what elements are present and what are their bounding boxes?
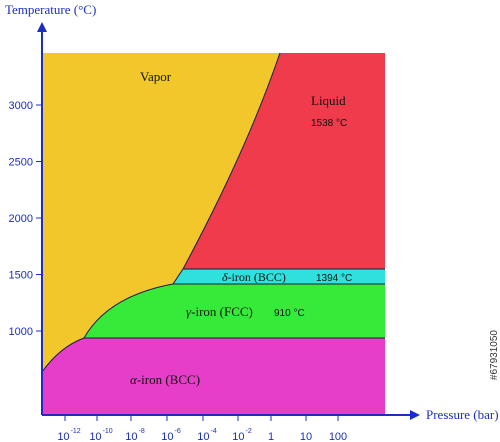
y-tick-label: 3000: [9, 100, 33, 112]
label-alpha-iron: α-iron (BCC): [130, 372, 200, 387]
x-ticks: 10-12 10-10 10-8 10-6 10-4 10-2 1 10 100: [57, 415, 347, 442]
watermark-id: #67931050: [489, 330, 500, 381]
x-tick-label: 10: [300, 431, 312, 442]
y-tick-label: 1000: [9, 326, 33, 338]
y-tick-label: 2500: [9, 157, 33, 169]
x-tick-label: 1: [268, 431, 274, 442]
region-vapor: [42, 53, 280, 372]
x-tick-label: 10-10: [89, 428, 112, 442]
label-liquid: Liquid: [311, 93, 346, 108]
y-tick-label: 1500: [9, 270, 33, 282]
annotation-delta-temp: 1394 °C: [316, 273, 352, 284]
y-ticks: 1000 1500 2000 2500 3000: [9, 100, 42, 338]
region-delta-iron: [173, 269, 385, 284]
x-tick-label: 100: [329, 431, 347, 442]
x-tick-label: 10-6: [161, 428, 181, 442]
annotation-liquid-temp: 1538 °C: [311, 118, 347, 129]
region-gamma-iron: [84, 284, 385, 338]
y-tick-label: 2000: [9, 213, 33, 225]
label-vapor: Vapor: [140, 69, 172, 84]
region-alpha-iron: [42, 338, 385, 415]
phase-boundaries: [41, 52, 385, 373]
region-liquid: [183, 53, 385, 269]
annotation-gamma-temp: 910 °C: [274, 308, 305, 319]
regions: [42, 53, 385, 415]
x-tick-label: 10-2: [232, 428, 252, 442]
y-axis-label: Temperature (°C): [5, 2, 96, 17]
vapor-boundary-line: [41, 52, 281, 373]
x-axis-label: Pressure (bar): [426, 407, 499, 422]
label-delta-iron: δ-iron (BCC): [222, 270, 286, 284]
x-tick-label: 10-12: [57, 428, 80, 442]
label-gamma-iron: γ-iron (FCC): [186, 304, 253, 319]
x-tick-label: 10-4: [197, 428, 217, 442]
x-tick-label: 10-8: [125, 428, 145, 442]
